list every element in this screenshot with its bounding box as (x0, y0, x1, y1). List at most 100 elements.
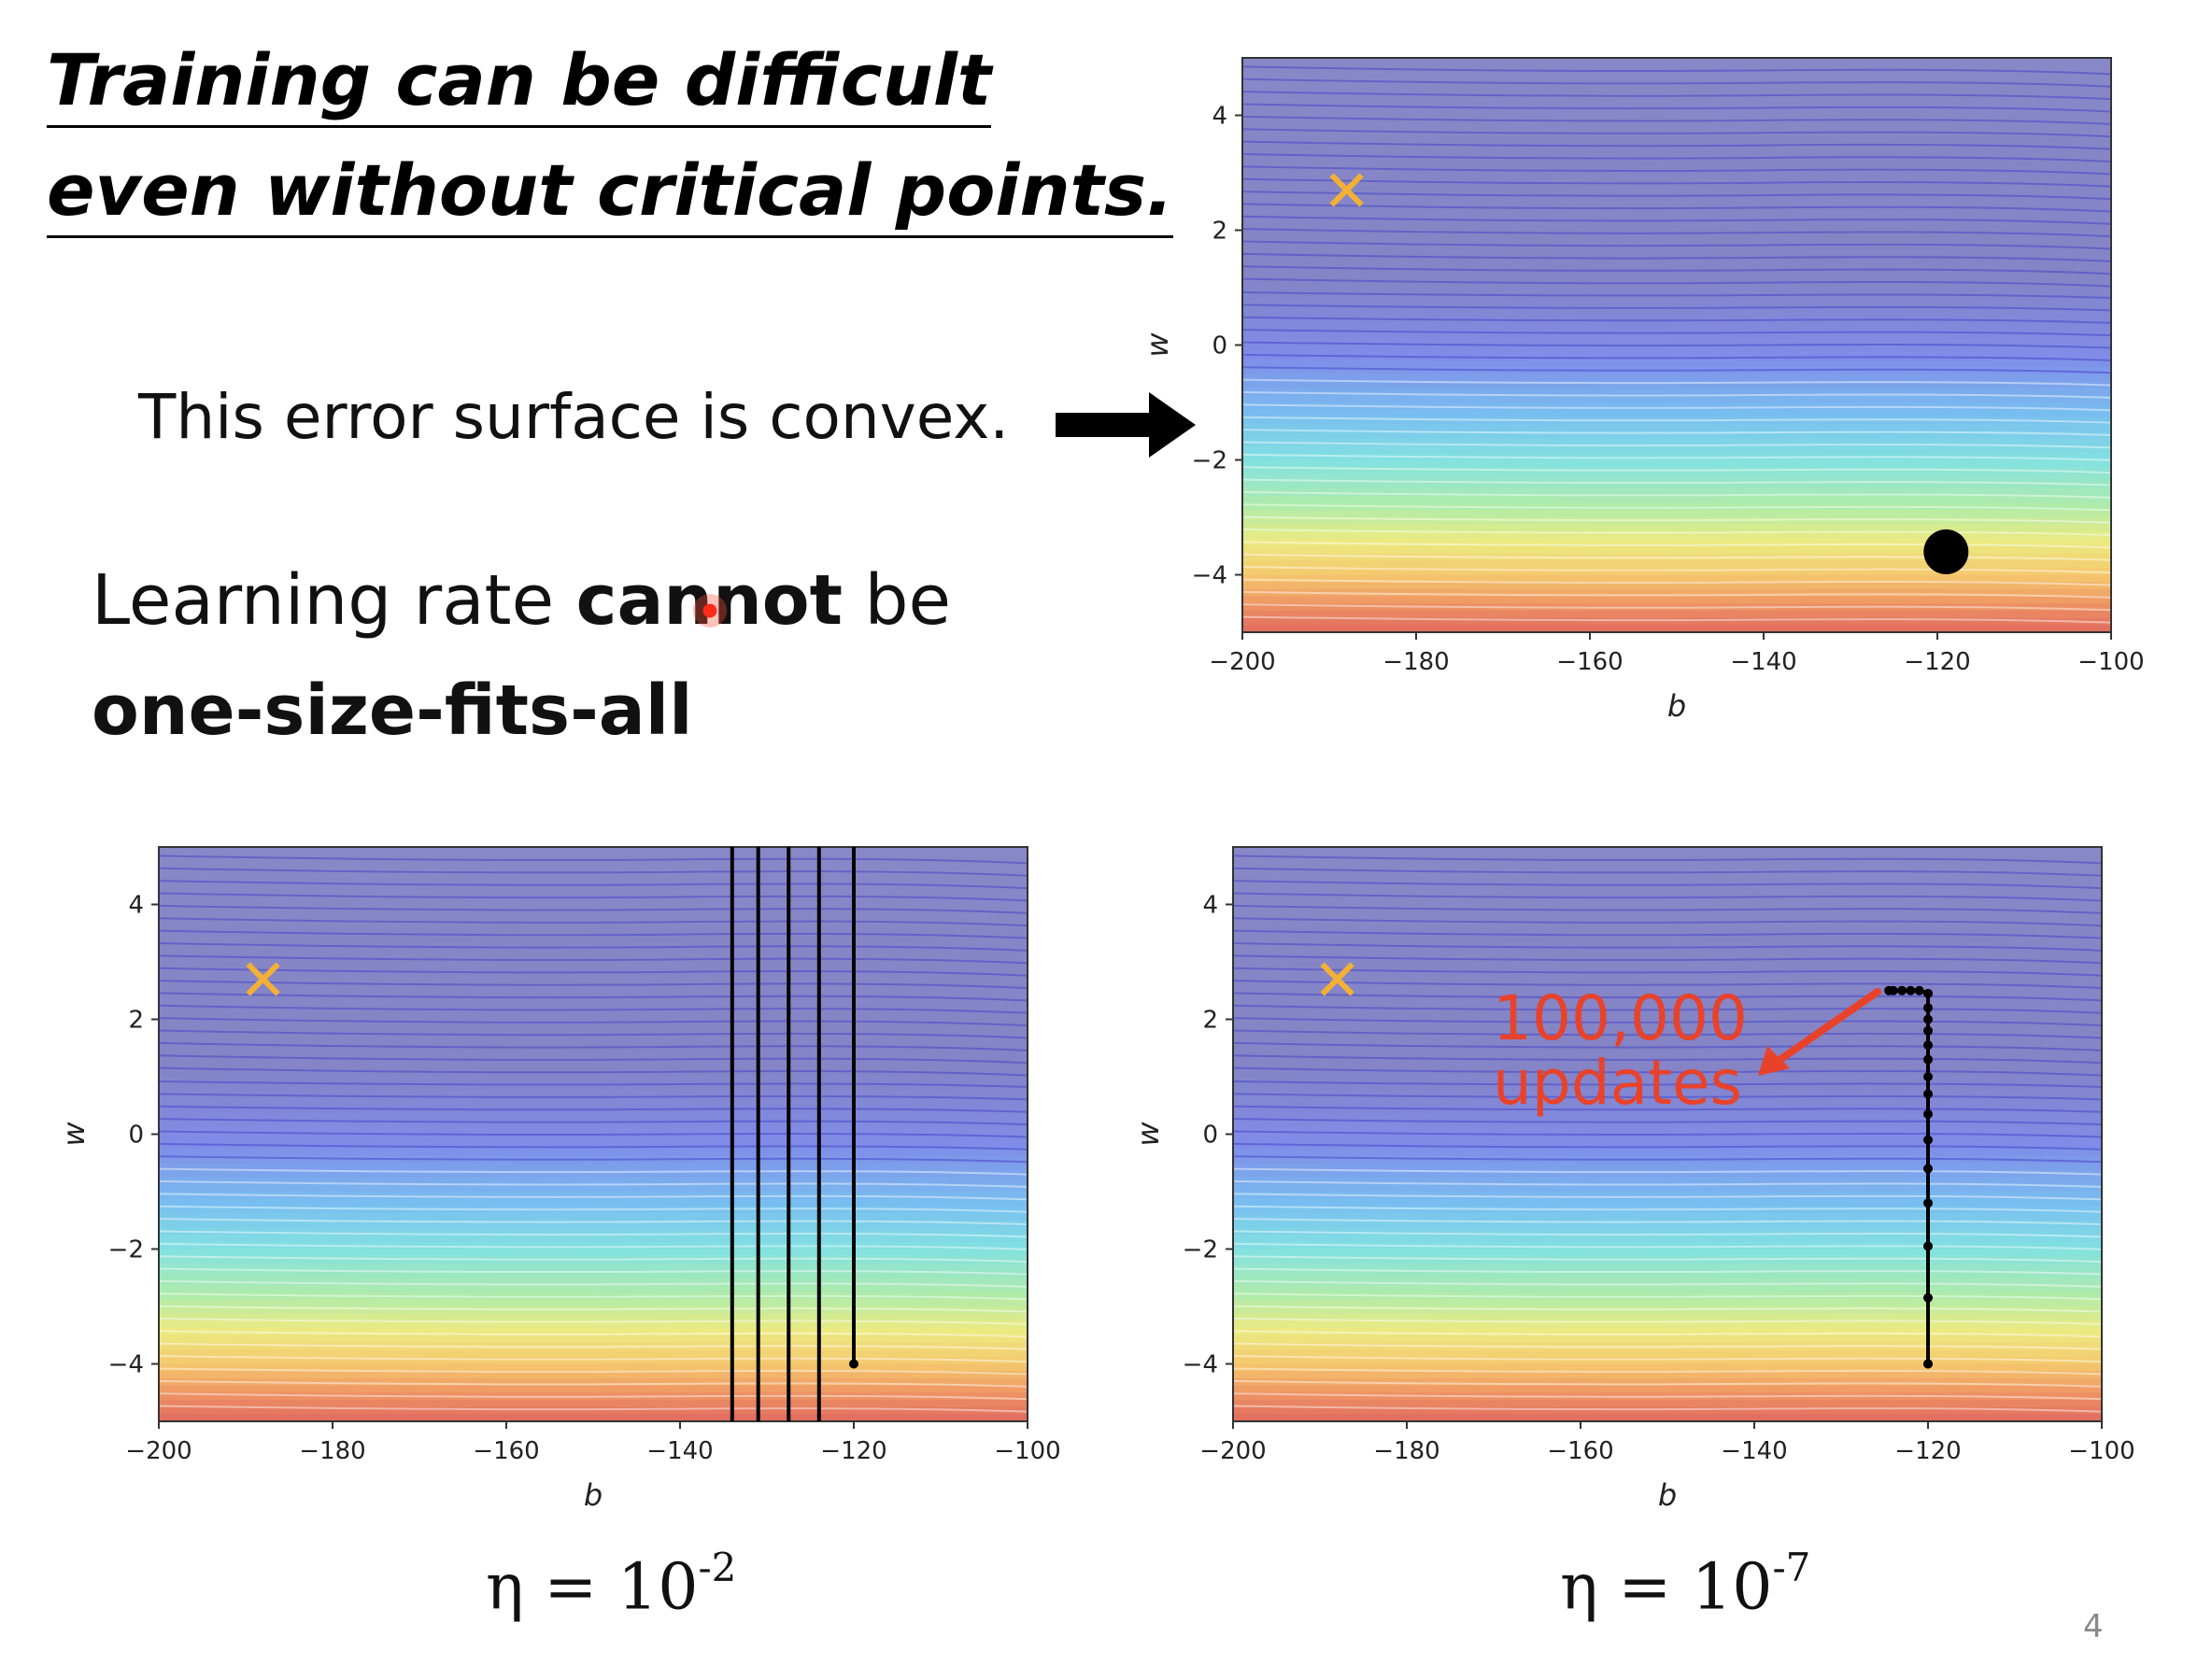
contour-line (1241, 165, 2112, 176)
contour-line (1241, 265, 2112, 275)
surface-band (1242, 452, 2111, 461)
surface-band (1242, 539, 2111, 547)
surface-band (1233, 1220, 2102, 1229)
surface-band (1233, 1414, 2102, 1422)
contour-line (1241, 91, 2112, 101)
surface-band (159, 1292, 1028, 1301)
contour-line (1241, 416, 2112, 424)
start-point (849, 1359, 858, 1369)
surface-band (159, 962, 1028, 970)
surface-band (1242, 115, 2111, 124)
x-stroke (1329, 173, 1364, 207)
x-tick-label: −100 (2077, 648, 2144, 676)
surface-band (1242, 273, 2111, 282)
y-tick-label: 0 (1212, 332, 1227, 360)
path-step-point (1923, 1241, 1933, 1251)
surface-band (1242, 380, 2111, 389)
surface-band (159, 847, 1028, 855)
contour-line (1232, 1167, 2103, 1176)
x-tick-label: −180 (1382, 648, 1449, 676)
surface-band (1233, 861, 2102, 870)
contour-line (1241, 203, 2112, 213)
surface-band (159, 1026, 1028, 1035)
contour-line (158, 1267, 1028, 1276)
surface-band (1233, 890, 2102, 898)
contour-line (1232, 1155, 2103, 1164)
surface-band (159, 1263, 1028, 1272)
surface-band (1242, 237, 2111, 246)
contour-line (1241, 177, 2112, 188)
surface-band (1233, 1377, 2102, 1387)
surface-band (159, 1098, 1028, 1107)
contour-line (158, 1218, 1028, 1226)
surface-band (159, 1184, 1028, 1193)
path-step-point (1923, 1025, 1933, 1036)
surface-band (1233, 1184, 2102, 1193)
surface-band (1242, 93, 2111, 103)
contour-line (1241, 453, 2112, 461)
contour-line (1232, 854, 2103, 865)
chart-top-right: −200 −180 −160 −140 −120 −100 −4 −2 0 2 4 b w (1140, 57, 2145, 724)
contour-line (1241, 291, 2112, 300)
contour-line (158, 1305, 1028, 1313)
contour-line (1241, 390, 2112, 399)
lr-plain-text: Learning rate (92, 560, 576, 641)
surface-band (1233, 1126, 2102, 1136)
contour-line (158, 867, 1028, 877)
surface-band (1233, 1098, 2102, 1107)
surface-band (1233, 897, 2102, 906)
x-tick-label: −160 (1547, 1437, 1613, 1465)
surface-band (1242, 625, 2111, 633)
contour-line (1241, 441, 2112, 449)
minimum-x-marker (246, 962, 280, 996)
surface-band (1242, 251, 2111, 261)
surface-band (1233, 1177, 2102, 1186)
contour-line (1232, 880, 2103, 890)
contour-line (1232, 1017, 2103, 1027)
surface-band (159, 1206, 1028, 1215)
path-step-point (1923, 1089, 1933, 1099)
contour-line (1241, 329, 2112, 337)
surface-band (1233, 1392, 2102, 1401)
surface-band (1242, 502, 2111, 512)
surface-band (1242, 244, 2111, 253)
contour-line (1232, 1218, 2103, 1226)
surface-band (1242, 388, 2111, 397)
contour-line (158, 1066, 1028, 1077)
surface-band (1242, 395, 2111, 403)
surface-band (1242, 337, 2111, 346)
surface-band (1242, 101, 2111, 109)
surface-band (1233, 1069, 2102, 1078)
surface-band (1242, 402, 2111, 411)
path-step-point (1923, 1003, 1933, 1013)
contour-line (158, 1179, 1028, 1188)
surface-band (1242, 64, 2111, 74)
surface-band (1233, 1141, 2102, 1150)
surface-band (159, 1040, 1028, 1050)
surface-band (159, 983, 1028, 992)
page-number: 4 (2083, 1608, 2104, 1645)
surface-band (1242, 495, 2111, 504)
surface-band (1242, 510, 2111, 518)
surface-band (1242, 230, 2111, 239)
y-axis-label: w (56, 1122, 92, 1147)
path-step-point (1923, 1164, 1933, 1174)
surface-band (1233, 1263, 2102, 1272)
surface-band (159, 1278, 1028, 1286)
surface-band (1233, 925, 2102, 935)
surface-band (1242, 302, 2111, 311)
surface-band (1242, 553, 2111, 562)
surface-band (1233, 1385, 2102, 1394)
surface-band (1242, 567, 2111, 576)
surface-band (1233, 875, 2102, 884)
surface-band (1242, 158, 2111, 167)
surface-band (1233, 1334, 2102, 1344)
path-step-point (1923, 1054, 1933, 1065)
surface-band (159, 1033, 1028, 1042)
y-tick-label: −2 (1183, 1236, 1218, 1264)
surface-band (1233, 954, 2102, 963)
contour-line (1232, 954, 2103, 965)
x-tick-label: −100 (994, 1437, 1060, 1465)
contour-line (158, 1355, 1028, 1363)
surface-band (1242, 588, 2111, 598)
